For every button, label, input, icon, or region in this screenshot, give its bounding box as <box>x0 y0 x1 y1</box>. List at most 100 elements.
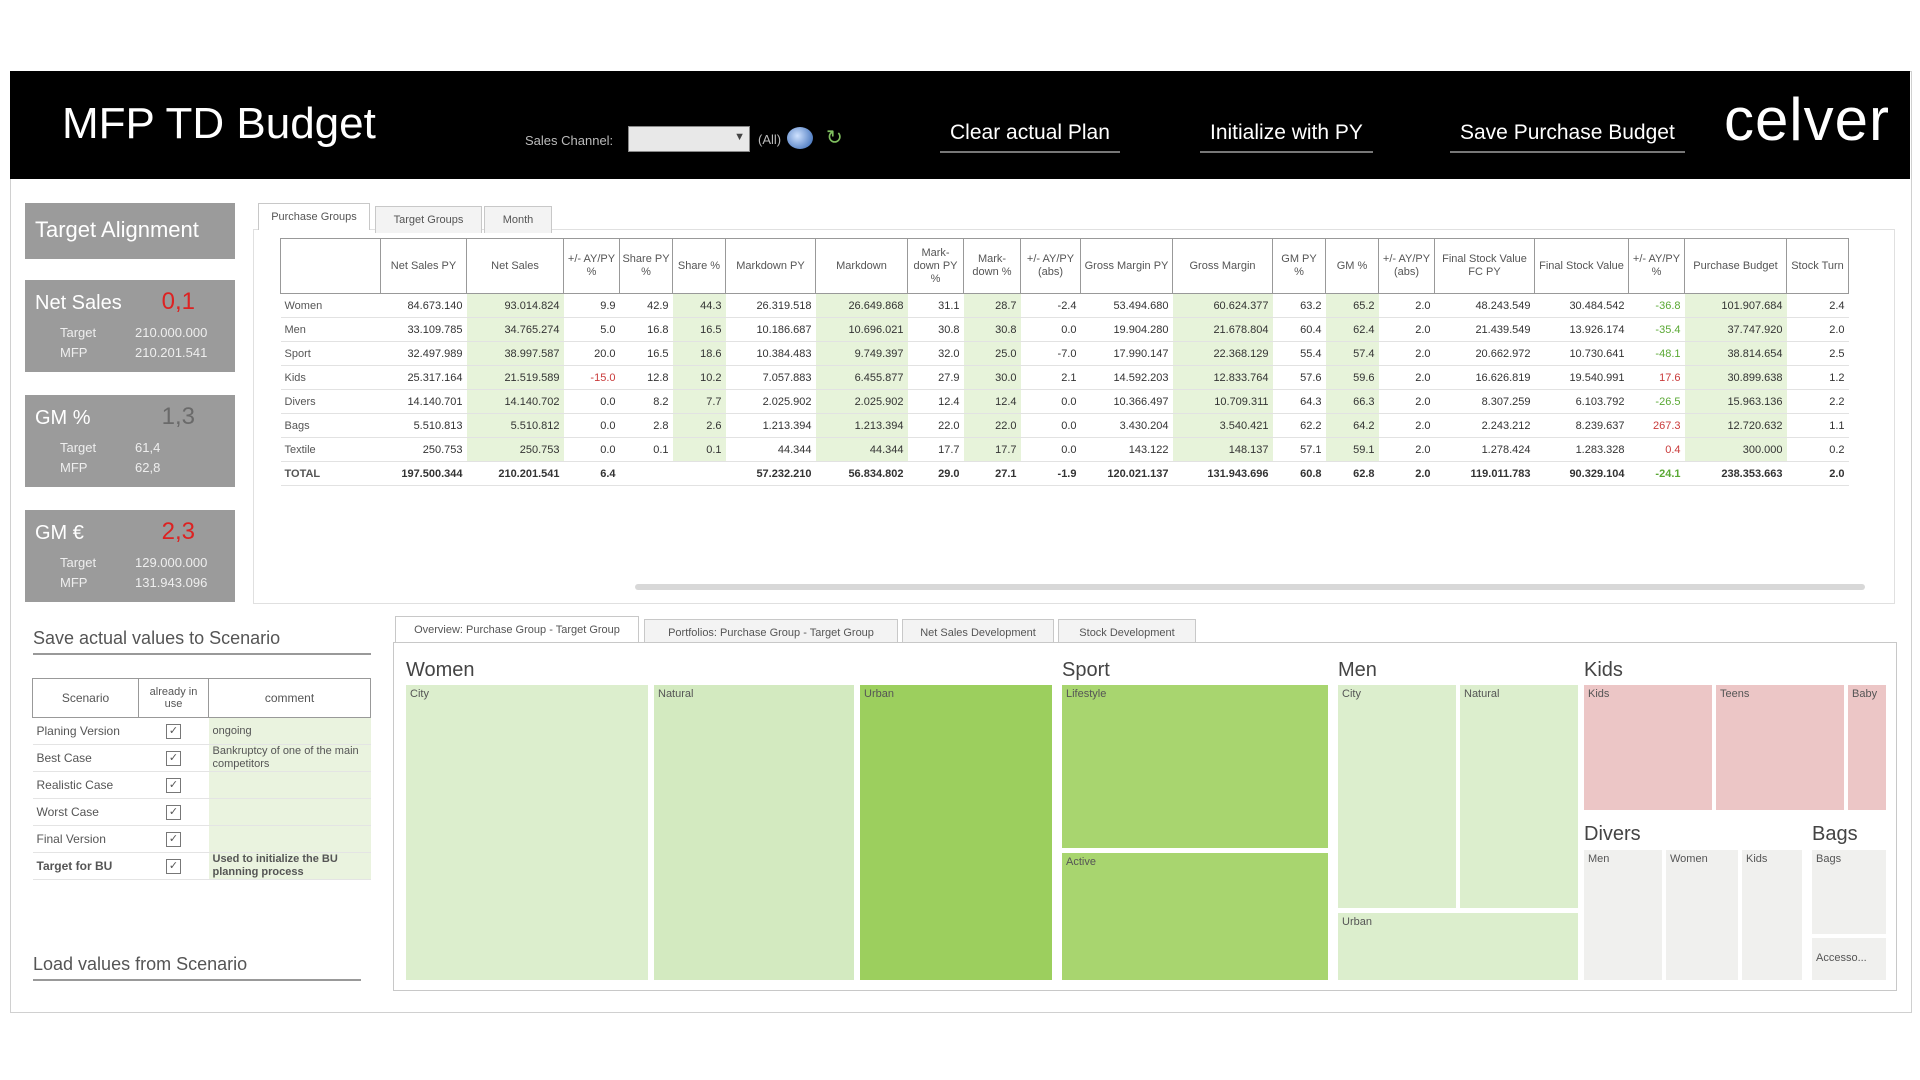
table-cell[interactable]: 60.4 <box>1272 317 1326 342</box>
clear-plan-button[interactable]: Clear actual Plan <box>940 121 1120 153</box>
table-cell[interactable]: 17.7 <box>907 437 964 462</box>
table-cell[interactable]: -2.4 <box>1020 293 1081 318</box>
table-cell[interactable]: 13.926.174 <box>1534 317 1629 342</box>
checkbox[interactable]: ✓ <box>166 751 181 766</box>
table-cell[interactable] <box>672 461 726 486</box>
refresh-icon[interactable]: ↻ <box>826 127 843 149</box>
table-cell[interactable]: 84.673.140 <box>380 293 467 318</box>
table-cell[interactable]: 30.8 <box>907 317 964 342</box>
treemap-cell-men-city[interactable]: City <box>1338 685 1456 908</box>
table-cell[interactable]: 3.540.421 <box>1172 413 1273 438</box>
table-cell[interactable]: 29.0 <box>907 461 964 486</box>
table-cell[interactable]: 8.239.637 <box>1534 413 1629 438</box>
save-scenario-title[interactable]: Save actual values to Scenario <box>33 628 371 655</box>
table-cell[interactable]: 37.747.920 <box>1684 317 1787 342</box>
table-cell[interactable]: 7.057.883 <box>725 365 816 390</box>
table-cell[interactable]: 6.4 <box>563 461 620 486</box>
table-cell[interactable]: 0.0 <box>1020 317 1081 342</box>
table-cell[interactable]: 44.344 <box>815 437 908 462</box>
table-cell[interactable]: -7.0 <box>1020 341 1081 366</box>
table-cell[interactable]: 0.2 <box>1786 437 1849 462</box>
table-cell[interactable]: 2.0 <box>1378 293 1435 318</box>
checkbox[interactable]: ✓ <box>166 859 181 874</box>
tab-portfolios[interactable]: Portfolios: Purchase Group - Target Grou… <box>644 619 898 646</box>
table-cell[interactable]: 16.5 <box>672 317 726 342</box>
table-cell[interactable]: 26.649.868 <box>815 293 908 318</box>
table-cell[interactable]: 25.0 <box>963 341 1021 366</box>
table-cell[interactable]: 2.0 <box>1378 389 1435 414</box>
table-cell[interactable]: 27.9 <box>907 365 964 390</box>
table-cell[interactable]: 2.2 <box>1786 389 1849 414</box>
table-cell[interactable]: 10.2 <box>672 365 726 390</box>
treemap-cell-bags-accessories[interactable]: Accesso... <box>1812 938 1886 980</box>
table-cell[interactable]: 17.990.147 <box>1080 341 1173 366</box>
scenario-row[interactable]: Planing Version ✓ ongoing <box>32 717 371 745</box>
table-cell[interactable]: 21.519.589 <box>466 365 564 390</box>
horizontal-scrollbar[interactable] <box>635 584 1865 590</box>
table-cell[interactable]: 2.243.212 <box>1434 413 1535 438</box>
table-cell[interactable]: 32.0 <box>907 341 964 366</box>
globe-icon[interactable] <box>787 127 813 149</box>
table-cell[interactable]: 59.1 <box>1325 437 1379 462</box>
table-cell[interactable]: 6.103.792 <box>1534 389 1629 414</box>
table-cell[interactable]: 22.0 <box>963 413 1021 438</box>
table-cell[interactable]: 1.283.328 <box>1534 437 1629 462</box>
table-cell[interactable]: 30.484.542 <box>1534 293 1629 318</box>
table-cell[interactable]: 1.213.394 <box>815 413 908 438</box>
table-cell[interactable]: 2.025.902 <box>815 389 908 414</box>
table-cell[interactable]: 62.8 <box>1325 461 1379 486</box>
table-cell[interactable]: 2.025.902 <box>725 389 816 414</box>
table-cell[interactable]: 267.3 <box>1628 413 1685 438</box>
tab-overview[interactable]: Overview: Purchase Group - Target Group <box>395 616 639 643</box>
treemap-cell-kids-teens[interactable]: Teens <box>1716 685 1844 810</box>
sales-channel-select[interactable]: ▼ <box>628 126 750 152</box>
table-cell[interactable]: 8.307.259 <box>1434 389 1535 414</box>
table-cell[interactable]: 0.0 <box>563 413 620 438</box>
table-cell[interactable]: 2.0 <box>1378 365 1435 390</box>
table-cell[interactable]: 63.2 <box>1272 293 1326 318</box>
table-cell[interactable]: 2.0 <box>1786 461 1849 486</box>
table-cell[interactable]: 7.7 <box>672 389 726 414</box>
table-cell[interactable]: 0.1 <box>619 437 673 462</box>
table-cell[interactable]: 131.943.696 <box>1172 461 1273 486</box>
table-cell[interactable]: 48.243.549 <box>1434 293 1535 318</box>
table-cell[interactable]: 38.997.587 <box>466 341 564 366</box>
table-cell[interactable]: 9.9 <box>563 293 620 318</box>
table-cell[interactable]: 2.0 <box>1378 341 1435 366</box>
table-cell[interactable]: 44.3 <box>672 293 726 318</box>
treemap-cell-sport-active[interactable]: Active <box>1062 853 1328 980</box>
tab-month[interactable]: Month <box>484 206 552 233</box>
table-cell[interactable]: 5.0 <box>563 317 620 342</box>
table-cell[interactable]: 12.4 <box>963 389 1021 414</box>
table-cell[interactable]: 5.510.813 <box>380 413 467 438</box>
treemap-cell-women-urban[interactable]: Urban <box>860 685 1052 980</box>
treemap-cell-divers-women[interactable]: Women <box>1666 850 1738 980</box>
initialize-py-button[interactable]: Initialize with PY <box>1200 121 1373 153</box>
checkbox[interactable]: ✓ <box>166 724 181 739</box>
treemap-cell-divers-kids[interactable]: Kids <box>1742 850 1802 980</box>
table-cell[interactable]: 250.753 <box>466 437 564 462</box>
table-cell[interactable]: 2.5 <box>1786 341 1849 366</box>
table-cell[interactable]: 27.1 <box>963 461 1021 486</box>
table-cell[interactable]: 53.494.680 <box>1080 293 1173 318</box>
table-cell[interactable]: 0.0 <box>563 437 620 462</box>
checkbox[interactable]: ✓ <box>166 805 181 820</box>
table-cell[interactable]: 0.0 <box>1020 437 1081 462</box>
table-cell[interactable]: 21.439.549 <box>1434 317 1535 342</box>
table-cell[interactable]: 5.510.812 <box>466 413 564 438</box>
table-cell[interactable]: 197.500.344 <box>380 461 467 486</box>
table-cell[interactable]: 1.213.394 <box>725 413 816 438</box>
table-cell[interactable]: 30.899.638 <box>1684 365 1787 390</box>
table-cell[interactable]: 62.4 <box>1325 317 1379 342</box>
table-cell[interactable]: 6.455.877 <box>815 365 908 390</box>
table-cell[interactable]: 62.2 <box>1272 413 1326 438</box>
table-cell[interactable]: 93.014.824 <box>466 293 564 318</box>
table-cell[interactable]: 2.8 <box>619 413 673 438</box>
table-cell[interactable]: 250.753 <box>380 437 467 462</box>
table-cell[interactable]: 32.497.989 <box>380 341 467 366</box>
table-cell[interactable]: 12.833.764 <box>1172 365 1273 390</box>
table-cell[interactable]: 18.6 <box>672 341 726 366</box>
table-cell[interactable]: 300.000 <box>1684 437 1787 462</box>
treemap-cell-kids-baby[interactable]: Baby <box>1848 685 1886 810</box>
table-cell[interactable]: 16.5 <box>619 341 673 366</box>
